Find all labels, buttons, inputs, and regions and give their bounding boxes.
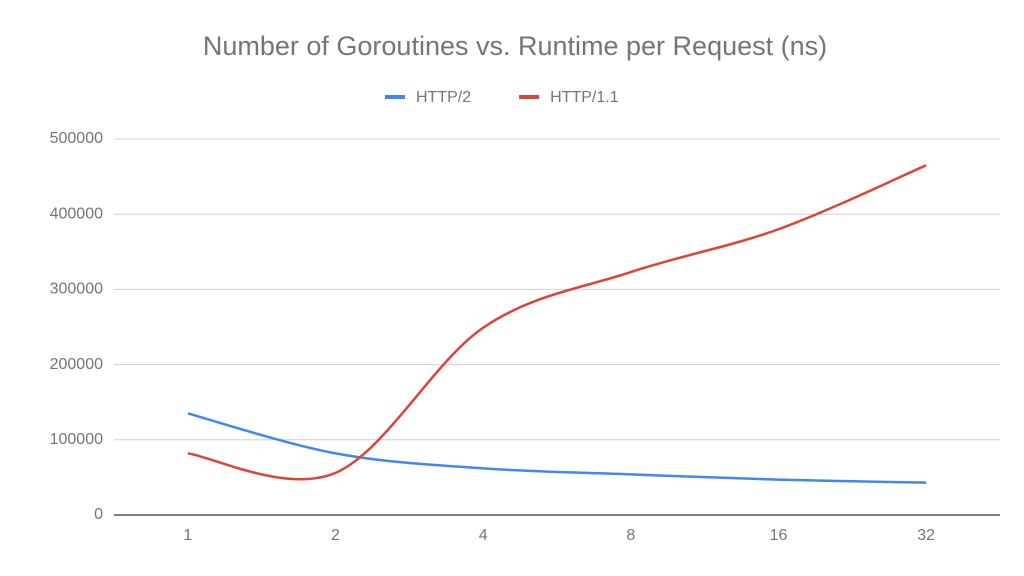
x-tick-label: 8 xyxy=(626,527,635,544)
y-tick-label: 400000 xyxy=(50,205,103,222)
line-series xyxy=(187,164,927,481)
x-tick-label: 1 xyxy=(183,527,192,544)
y-tick-label: 500000 xyxy=(50,130,103,147)
line-series xyxy=(187,412,927,484)
x-tick-label: 4 xyxy=(479,527,488,544)
x-tick-label: 16 xyxy=(770,527,788,544)
chart-title: Number of Goroutines vs. Runtime per Req… xyxy=(203,31,827,61)
x-tick-label: 2 xyxy=(331,527,340,544)
legend-label: HTTP/2 xyxy=(416,89,471,106)
y-tick-label: 300000 xyxy=(50,281,103,298)
y-tick-label: 200000 xyxy=(50,356,103,373)
y-tick-label: 100000 xyxy=(50,431,103,448)
y-tick-label: 0 xyxy=(94,506,103,523)
legend-label: HTTP/1.1 xyxy=(550,89,619,106)
x-tick-label: 32 xyxy=(917,527,935,544)
